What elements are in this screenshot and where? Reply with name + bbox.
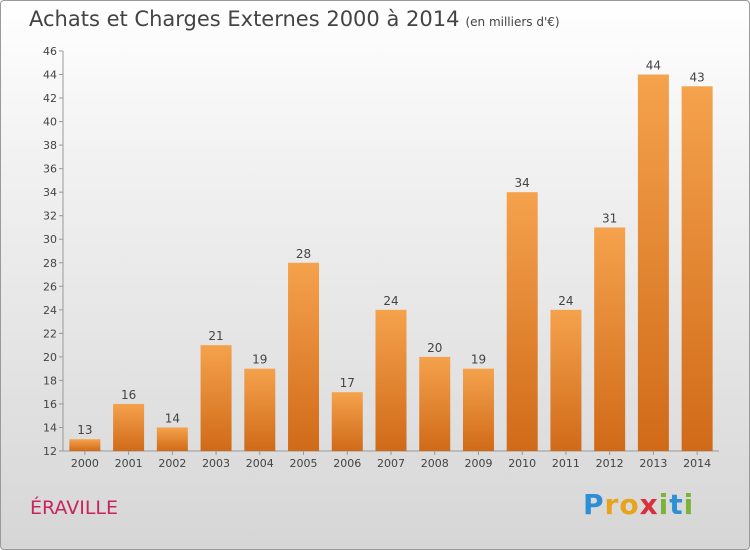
y-tick-label: 20 — [43, 351, 57, 364]
logo-letter: i — [683, 488, 695, 521]
y-tick-label: 36 — [43, 163, 57, 176]
bar — [331, 392, 363, 451]
bar — [156, 427, 188, 451]
y-tick-label: 28 — [43, 257, 57, 270]
data-label: 28 — [296, 247, 311, 261]
bar — [69, 439, 101, 451]
chart-unit: (en milliers d'€) — [465, 15, 560, 29]
data-label: 24 — [558, 294, 573, 308]
x-tick-label: 2008 — [421, 457, 449, 470]
x-tick-label: 2006 — [333, 457, 361, 470]
x-tick-label: 2003 — [202, 457, 230, 470]
logo-letter: x — [639, 488, 659, 521]
y-tick-label: 14 — [43, 421, 57, 434]
y-tick-label: 30 — [43, 233, 57, 246]
data-label: 34 — [515, 176, 530, 190]
proxiti-logo: Proxiti — [583, 488, 694, 521]
logo-letter: r — [604, 488, 620, 521]
bar — [375, 309, 407, 451]
data-label: 21 — [208, 329, 223, 343]
x-tick-label: 2000 — [71, 457, 99, 470]
data-label: 19 — [471, 353, 486, 367]
y-tick-label: 24 — [43, 304, 57, 317]
y-tick-label: 16 — [43, 398, 57, 411]
x-tick-label: 2007 — [377, 457, 405, 470]
logo-letter: o — [619, 488, 640, 521]
bar — [113, 403, 145, 451]
data-label: 43 — [689, 70, 704, 84]
bar — [419, 356, 451, 451]
x-tick-label: 2010 — [508, 457, 536, 470]
x-tick-label: 2014 — [683, 457, 711, 470]
bar — [637, 74, 669, 451]
data-label: 16 — [121, 388, 136, 402]
data-label: 13 — [77, 423, 92, 437]
data-label: 24 — [383, 294, 398, 308]
data-label: 44 — [646, 59, 661, 73]
logo-letter: i — [658, 488, 670, 521]
x-tick-label: 2013 — [639, 457, 667, 470]
x-tick-label: 2002 — [158, 457, 186, 470]
data-label: 17 — [340, 376, 355, 390]
data-label: 14 — [165, 411, 180, 425]
x-tick-label: 2009 — [464, 457, 492, 470]
y-tick-label: 42 — [43, 92, 57, 105]
bar — [462, 368, 494, 451]
y-tick-label: 18 — [43, 374, 57, 387]
bar — [550, 309, 582, 451]
chart-title-text: Achats et Charges Externes 2000 à 2014 — [29, 7, 460, 31]
bar — [200, 345, 232, 451]
y-tick-label: 44 — [43, 69, 57, 82]
commune-name: ÉRAVILLE — [30, 497, 118, 519]
y-tick-label: 46 — [43, 45, 57, 58]
x-tick-label: 2004 — [246, 457, 274, 470]
x-tick-label: 2005 — [290, 457, 318, 470]
x-tick-label: 2012 — [596, 457, 624, 470]
x-tick-label: 2011 — [552, 457, 580, 470]
data-label: 20 — [427, 341, 442, 355]
bar — [506, 192, 538, 452]
logo-letter: t — [669, 488, 684, 521]
x-tick-label: 2001 — [115, 457, 143, 470]
y-tick-label: 34 — [43, 186, 57, 199]
bar — [681, 86, 713, 451]
bar — [594, 227, 626, 451]
y-tick-label: 22 — [43, 327, 57, 340]
bar — [244, 368, 276, 451]
y-tick-label: 12 — [43, 445, 57, 458]
bar — [288, 262, 320, 451]
data-label: 19 — [252, 353, 267, 367]
y-tick-label: 40 — [43, 116, 57, 129]
y-tick-label: 38 — [43, 139, 57, 152]
y-tick-label: 26 — [43, 280, 57, 293]
data-label: 31 — [602, 211, 617, 225]
y-tick-label: 32 — [43, 210, 57, 223]
logo-letter: P — [583, 488, 605, 521]
chart-title: Achats et Charges Externes 2000 à 2014 (e… — [29, 7, 560, 31]
